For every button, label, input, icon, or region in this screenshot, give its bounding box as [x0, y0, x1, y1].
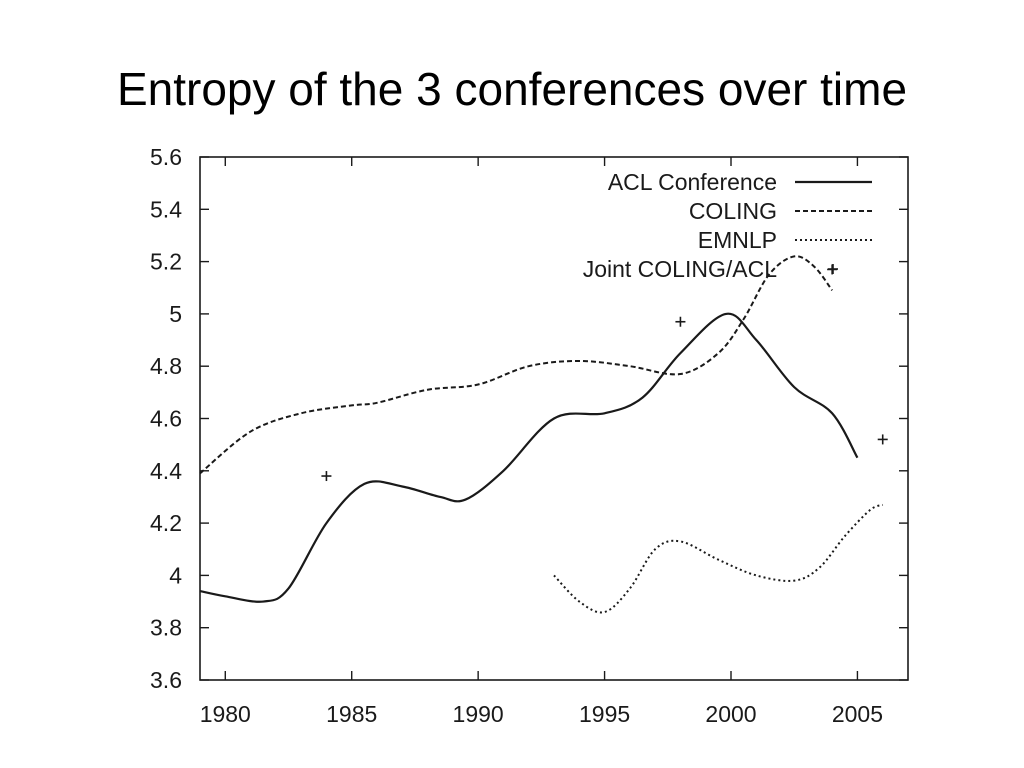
x-tick-label: 1990: [453, 701, 504, 727]
y-tick-label: 4: [169, 562, 182, 588]
y-tick-label: 5.6: [150, 144, 182, 170]
joint-coling-acl-point: [675, 316, 686, 327]
x-axis-tick-labels: 1980 1985 1990 1995 2000 2005: [200, 701, 883, 727]
y-tick-label: 5: [169, 301, 182, 327]
y-tick-label: 4.8: [150, 353, 182, 379]
legend-swatch-joint-coling-acl: [828, 264, 838, 274]
legend-label-emnlp: EMNLP: [698, 227, 777, 253]
coling-line: [199, 255, 833, 475]
emnlp-line: [553, 503, 884, 614]
legend: ACL Conference COLING EMNLP Joint COLING/AC…: [583, 169, 872, 282]
legend-label-joint-coling-acl: Joint COLING/ACL: [583, 256, 777, 282]
y-tick-label: 4.6: [150, 406, 182, 432]
y-tick-label: 3.8: [150, 615, 182, 641]
x-tick-label: 1980: [200, 701, 251, 727]
x-tick-label: 1995: [579, 701, 630, 727]
y-tick-label: 4.2: [150, 510, 182, 536]
legend-label-acl-conference: ACL Conference: [608, 169, 777, 195]
axis-ticks: [200, 156, 908, 681]
y-axis-tick-labels: 3.6 3.8 4 4.2 4.4 4.6 4.8 5 5.2 5.4 5.6: [150, 144, 182, 693]
y-tick-label: 4.4: [150, 458, 182, 484]
joint-coling-acl-point: [321, 471, 332, 482]
legend-label-coling: COLING: [689, 198, 777, 224]
x-tick-label: 1985: [326, 701, 377, 727]
acl-conference-line: [199, 312, 859, 603]
joint-coling-acl-point: [877, 434, 888, 445]
slide-title: Entropy of the 3 conferences over time: [116, 63, 908, 115]
x-tick-label: 2000: [705, 701, 756, 727]
x-tick-label: 2005: [832, 701, 883, 727]
y-tick-label: 5.2: [150, 249, 182, 275]
y-tick-label: 5.4: [150, 196, 182, 222]
y-tick-label: 3.6: [150, 667, 182, 693]
series-layer: [199, 255, 888, 614]
